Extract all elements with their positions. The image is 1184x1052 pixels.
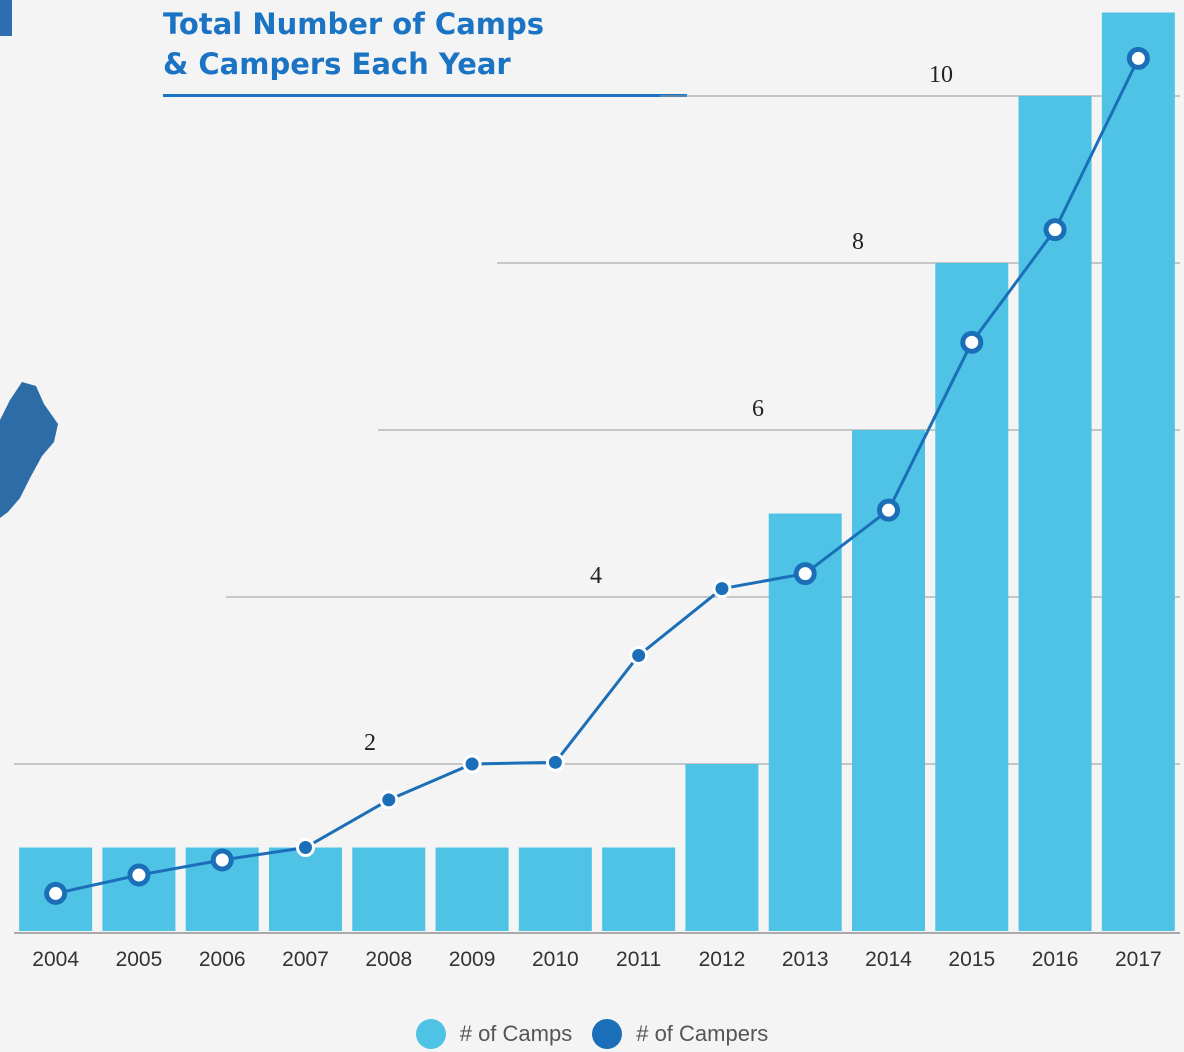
- point-campers-2006: [210, 848, 234, 872]
- x-tick-2005: 2005: [116, 948, 163, 971]
- x-tick-2008: 2008: [365, 948, 412, 971]
- point-campers-2012: [712, 579, 732, 599]
- point-campers-2010: [545, 752, 565, 772]
- y-tick-2: 2: [364, 730, 376, 756]
- x-tick-2016: 2016: [1032, 948, 1079, 971]
- x-tick-2012: 2012: [699, 948, 746, 971]
- point-campers-2011: [629, 645, 649, 665]
- point-campers-2017: [1126, 46, 1150, 70]
- bar-camps-2008: [352, 847, 426, 931]
- point-campers-2007: [296, 838, 315, 857]
- x-tick-2017: 2017: [1115, 948, 1162, 971]
- camps-campers-chart: 2 4 6 8 10 2004 2005 2006 2007 2008 2009 2010 2011 20…: [14, 12, 1180, 971]
- campers-swatch-icon: [592, 1019, 623, 1049]
- bars-layer: [19, 12, 1175, 931]
- northeast-map-fragment: [0, 382, 58, 518]
- y-tick-4: 4: [590, 563, 602, 589]
- bar-camps-2010: [518, 847, 592, 931]
- legend-label-campers: # of Campers: [636, 1021, 769, 1046]
- corner-tab-decoration: [0, 0, 12, 36]
- bar-camps-2017: [1101, 12, 1175, 931]
- bar-camps-2011: [602, 847, 676, 931]
- point-campers-2014: [877, 498, 900, 522]
- y-tick-8: 8: [852, 229, 864, 255]
- line-layer: [44, 46, 1150, 905]
- chart-title-line-2: & Campers Each Year: [163, 47, 511, 81]
- x-tick-2011: 2011: [616, 948, 661, 971]
- bar-camps-2005: [102, 847, 176, 931]
- x-tick-2015: 2015: [948, 948, 995, 971]
- x-tick-2010: 2010: [532, 948, 579, 971]
- title-underline: [163, 94, 687, 97]
- point-campers-2013: [793, 562, 817, 586]
- x-tick-2006: 2006: [199, 948, 246, 971]
- x-tick-2004: 2004: [32, 948, 79, 971]
- campers-series-line: [55, 57, 1140, 895]
- chart-title-line-1: Total Number of Camps: [163, 7, 545, 41]
- x-tick-2013: 2013: [782, 948, 829, 971]
- y-tick-10: 10: [929, 62, 953, 88]
- bar-camps-2009: [435, 847, 509, 931]
- bar-camps-2007: [269, 847, 342, 931]
- legend-item-campers: # of Campers: [592, 1019, 768, 1049]
- legend-label-camps: # of Camps: [459, 1021, 573, 1046]
- point-campers-2016: [1043, 218, 1067, 242]
- point-campers-2015: [960, 330, 984, 354]
- x-tick-2014: 2014: [865, 948, 912, 971]
- point-campers-2009: [462, 754, 482, 774]
- camps-swatch-icon: [415, 1019, 446, 1049]
- bar-camps-2012: [685, 764, 759, 931]
- label-layer: 2 4 6 8 10 2004 2005 2006 2007 2008 2009 2010 2011 20…: [32, 62, 1161, 971]
- point-campers-2008: [379, 790, 399, 810]
- y-tick-6: 6: [752, 396, 764, 422]
- chart-title: Total Number of Camps & Campers Each Yea…: [163, 4, 544, 84]
- point-campers-2005: [127, 863, 151, 887]
- x-tick-2009: 2009: [449, 948, 496, 971]
- bar-camps-2015: [935, 263, 1009, 931]
- legend: # of Camps # of Campers: [0, 1016, 1184, 1052]
- legend-item-camps: # of Camps: [415, 1019, 573, 1049]
- point-campers-2004: [44, 881, 68, 905]
- x-tick-2007: 2007: [282, 948, 329, 971]
